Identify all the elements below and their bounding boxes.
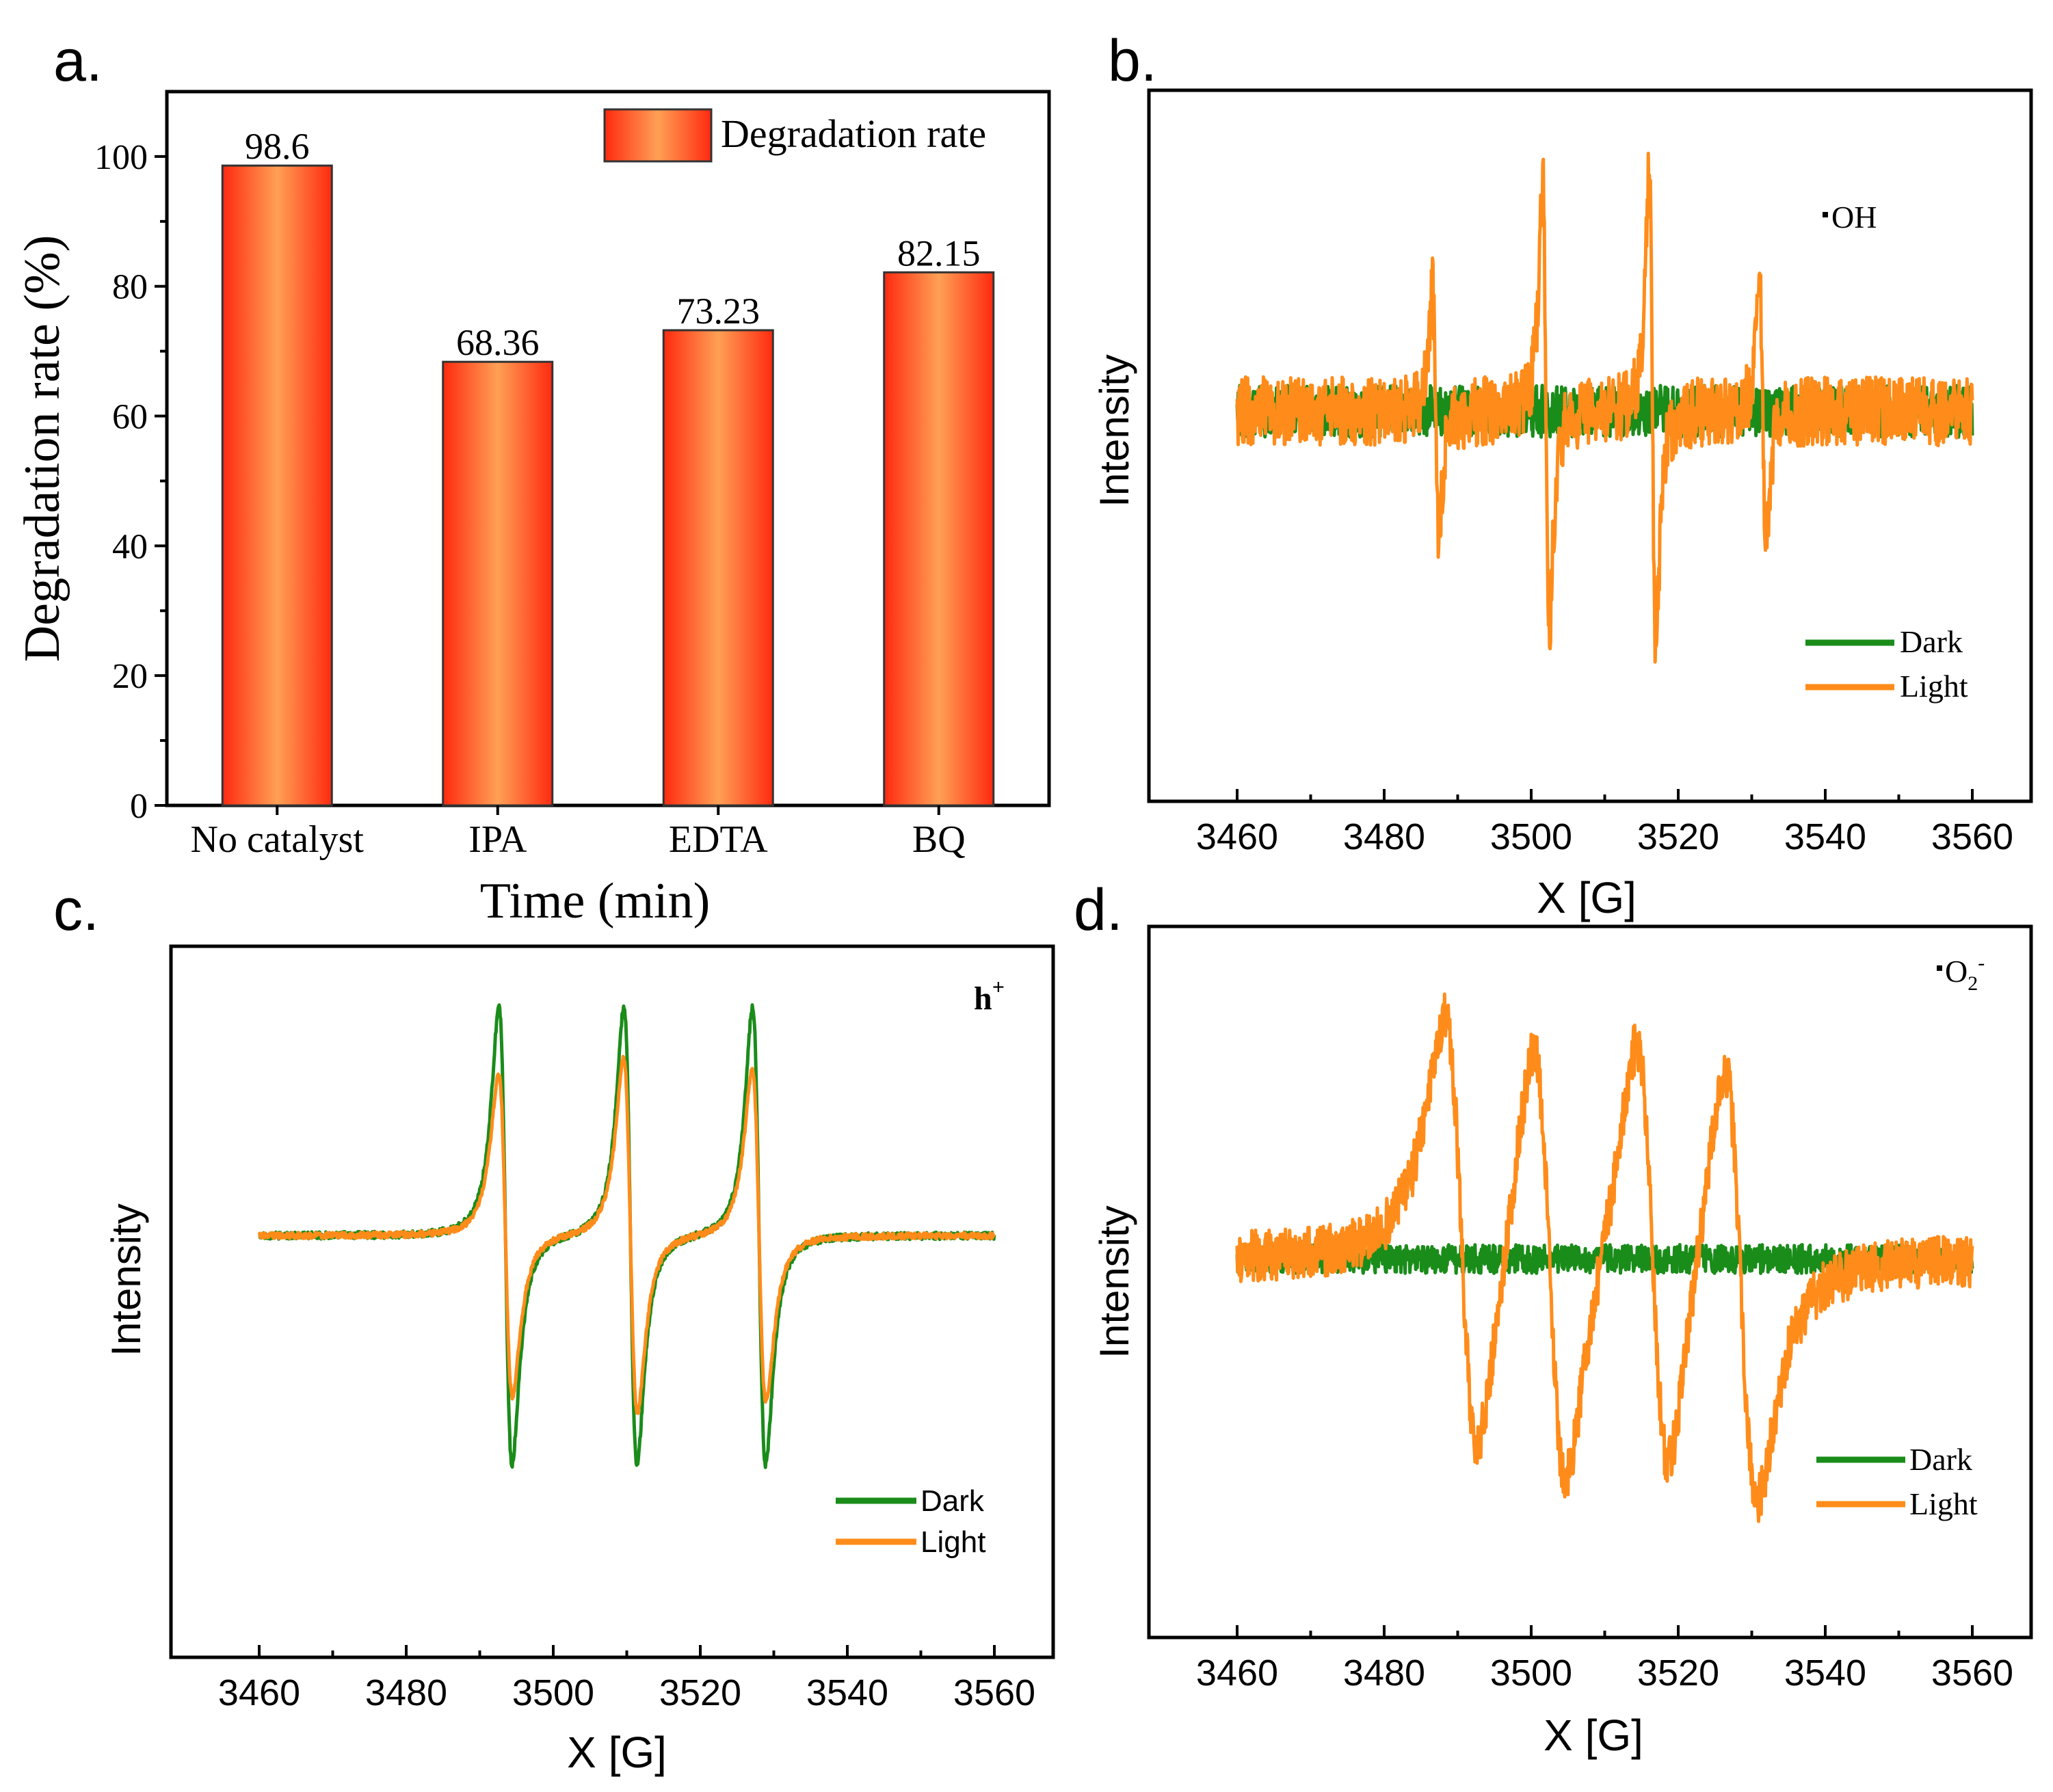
panel-d-epr-o2: d. 3460 3480 3500 3520 3540 3560 O2- Dark Lig… [1074, 877, 2033, 1760]
x-tick-label: 3540 [806, 1672, 888, 1713]
bar-value-label: 98.6 [245, 126, 310, 167]
legend-label-dark: Dark [1909, 1442, 1972, 1477]
x-category-label: EDTA [669, 818, 768, 861]
panel-b-x-ticks: 3460 3480 3500 3520 3540 3560 [1196, 789, 2013, 857]
x-tick-label: 3480 [1343, 1653, 1425, 1694]
panel-a-legend: Degradation rate [603, 108, 986, 163]
panel-c-y-axis-title: Intensity [103, 1203, 149, 1356]
y-tick-label: 40 [112, 527, 148, 566]
y-tick-label: 20 [112, 657, 148, 696]
panel-a-bars: 98.6 68.36 73.23 82.15 [221, 126, 995, 807]
panel-b-plot-frame [1147, 88, 2033, 803]
panel-a-bar-chart: a. 0 20 40 60 80 100 98.6 68.36 73.23 82.15 No c… [14, 28, 1051, 929]
panel-d-legend: Dark Light [1816, 1442, 1978, 1521]
panel-d-y-axis-title: Intensity [1091, 1205, 1137, 1358]
panel-c-traces [257, 1003, 996, 1469]
panel-c-epr-h: c. 3460 3480 3500 3520 3540 3560 h+ Dark Ligh… [53, 877, 1055, 1777]
x-tick-label: 3460 [1196, 1653, 1278, 1694]
legend-label-light: Light [920, 1525, 985, 1559]
x-tick-label: 3520 [1637, 1653, 1719, 1694]
panel-b-annotation: OH [1823, 200, 1877, 235]
panel-d-traces [1235, 992, 1974, 1523]
y-tick-label: 0 [130, 787, 148, 826]
panel-a-y-ticks: 0 20 40 60 80 100 [94, 138, 167, 826]
panel-c-species-label: h+ [974, 974, 1005, 1017]
x-tick-label: 3520 [659, 1672, 741, 1713]
x-tick-label: 3560 [953, 1672, 1035, 1713]
panel-d-x-axis-title: X [G] [1544, 1711, 1643, 1760]
panel-d-species-label: O2- [1945, 952, 1985, 995]
y-tick-label: 80 [112, 268, 148, 307]
bar-bq [883, 271, 995, 807]
x-category-label: BQ [912, 818, 966, 861]
panel-a-category-labels: No catalyst IPA EDTA BQ [191, 805, 966, 861]
radical-dot [1937, 965, 1942, 971]
panel-d-label: d. [1074, 877, 1123, 943]
panel-c-annotation: h+ [974, 974, 1005, 1017]
x-tick-label: 3560 [1931, 1653, 2013, 1694]
bar-edta [662, 329, 774, 807]
trace-light [1235, 992, 1974, 1523]
legend-label-degradation-rate: Degradation rate [721, 111, 986, 156]
panel-a-x-axis-title: Time (min) [480, 873, 710, 929]
panel-a-label: a. [53, 28, 103, 94]
trace-light [1235, 151, 1974, 664]
legend-swatch-degradation-rate [603, 108, 713, 163]
panel-d-x-ticks: 3460 3480 3500 3520 3540 3560 [1196, 1625, 2013, 1694]
panel-a-plot-frame [165, 90, 1051, 807]
panel-c-x-ticks: 3460 3480 3500 3520 3540 3560 [218, 1645, 1035, 1713]
panel-b-traces [1235, 151, 1974, 664]
x-category-label: No catalyst [191, 818, 365, 861]
x-category-label: IPA [468, 818, 527, 861]
radical-dot [1823, 212, 1828, 217]
panel-a-y-axis-title: Degradation rate (%) [14, 235, 70, 663]
x-tick-label: 3480 [1343, 816, 1425, 857]
bar-value-label: 82.15 [897, 232, 981, 273]
panel-b-species-label: OH [1831, 200, 1877, 235]
legend-label-light: Light [1909, 1486, 1978, 1521]
panel-b-y-axis-title: Intensity [1091, 354, 1137, 507]
panel-c-label: c. [53, 877, 99, 943]
x-tick-label: 3500 [1490, 1653, 1572, 1694]
bar-value-label: 73.23 [677, 291, 760, 332]
trace-light [257, 1054, 996, 1415]
bar-value-label: 68.36 [456, 322, 540, 363]
panel-c-legend: Dark Light [836, 1484, 985, 1559]
x-tick-label: 3540 [1784, 1653, 1866, 1694]
panel-c-x-axis-title: X [G] [567, 1728, 667, 1777]
legend-label-dark: Dark [920, 1484, 985, 1518]
x-tick-label: 3460 [1196, 816, 1278, 857]
x-tick-label: 3560 [1931, 816, 2013, 857]
bar-ipa [442, 360, 554, 807]
x-tick-label: 3480 [365, 1672, 447, 1713]
panel-b-epr-oh: b. 3460 3480 3500 3520 3540 3560 OH Dark Ligh… [1091, 28, 2033, 922]
x-tick-label: 3520 [1637, 816, 1719, 857]
bar-no-catalyst [221, 164, 333, 807]
x-tick-label: 3500 [1490, 816, 1572, 857]
x-tick-label: 3460 [218, 1672, 300, 1713]
panel-d-plot-frame [1147, 924, 2033, 1640]
panel-c-plot-frame [169, 944, 1055, 1659]
panel-b-label: b. [1108, 28, 1157, 94]
legend-label-light: Light [1900, 669, 1968, 704]
x-tick-label: 3500 [512, 1672, 594, 1713]
y-tick-label: 100 [94, 138, 148, 177]
x-tick-label: 3540 [1784, 816, 1866, 857]
panel-b-legend: Dark Light [1805, 624, 1968, 704]
panel-b-x-axis-title: X [G] [1537, 873, 1637, 922]
legend-label-dark: Dark [1900, 624, 1963, 659]
y-tick-label: 60 [112, 398, 148, 437]
panel-d-annotation: O2- [1937, 952, 1985, 995]
